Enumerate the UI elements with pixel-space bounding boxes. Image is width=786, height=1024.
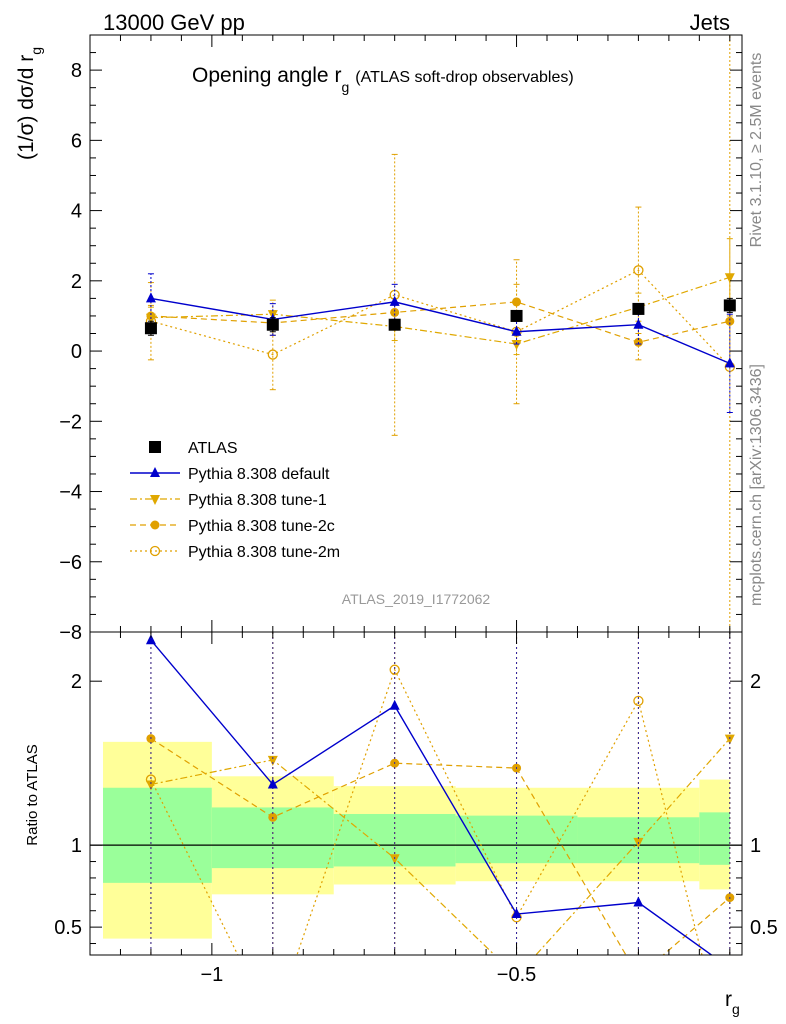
ratio-point-0 [267,778,278,789]
ratio-y-tick-label: 0.5 [54,917,82,939]
rivet-label: Rivet 3.1.10, ≥ 2.5M events [748,53,765,248]
ratio-point-1 [724,734,735,745]
main-y-tick-label: 8 [71,60,82,82]
main-point-0 [266,318,279,331]
ratio-x-tick-label: −0.5 [497,964,536,986]
ratio-data-group [90,632,742,981]
main-point-4 [267,349,278,360]
main-point-1 [389,295,400,306]
main-point-4 [633,265,644,276]
main-point-0 [144,322,157,335]
main-point-3 [512,297,522,307]
header-right: Jets [690,10,730,35]
main-point-3 [725,316,735,326]
ratio-y-tick-label-right: 1 [750,835,761,857]
main-y-tick-label: 6 [71,130,82,152]
mcplots-label: mcplots.cern.ch [arXiv:1306.3436] [748,364,765,606]
main-point-0 [388,318,401,331]
ratio-y-tick-label: 2 [71,671,82,693]
main-point-1 [145,292,156,303]
ratio-point-2 [634,972,643,981]
ratio-point-1 [389,854,400,865]
ratio-point-0 [725,962,735,972]
main-series-line-1 [150,297,731,364]
chart-title-note: (ATLAS soft-drop observables) [355,69,573,86]
ratio-point-0 [633,896,644,907]
x-axis-label-sub: g [732,1001,740,1017]
ratio-series-line-1 [150,738,731,955]
main-point-1 [724,357,735,368]
ratio-frame [89,631,743,956]
legend-label-3: Pythia 8.308 tune-2c [188,518,335,535]
y-axis-label-main: (1/σ) dσ/d r [15,55,38,160]
ratio-point-1 [267,755,278,766]
ratio-point-0 [389,699,400,710]
legend-label-1: Pythia 8.308 default [188,466,330,483]
main-point-2 [724,273,735,284]
ratio-point-0 [145,634,156,645]
main-y-tick-label: 0 [71,341,82,363]
legend-label-4: Pythia 8.308 tune-2m [188,544,340,561]
main-frame [89,34,743,633]
legend-label-2: Pythia 8.308 tune-1 [188,492,327,509]
legend-marker-3 [150,520,160,530]
y-axis-label: (1/σ) dσ/d rg [15,47,44,160]
chart-title: Opening angle rg (ATLAS soft-drop observa… [192,64,574,95]
main-point-0 [723,299,736,312]
ratio-band-inner [699,812,730,865]
main-point-1 [633,318,644,329]
legend: ATLAS Pythia 8.308 default Pythia 8.308 tu… [130,440,340,561]
analysis-label: ATLAS_2019_I1772062 [342,591,491,607]
x-axis-label-main: r [725,988,732,1011]
main-point-1 [511,325,522,336]
main-series-line-3 [150,301,730,343]
legend-marker-2 [150,495,160,505]
main-point-0 [632,302,645,315]
main-series-line-2 [150,276,730,345]
y-axis-label-sub: g [28,47,44,55]
chart-title-sub: g [341,79,349,95]
ratio-y-tick-label: 1 [71,835,82,857]
ratio-x-tick-label: −1 [200,964,223,986]
ratio-point-1 [145,780,156,791]
main-y-tick-label: 4 [71,201,82,223]
ratio-point-3 [389,664,400,675]
ratio-point-0 [511,908,522,919]
main-series-line-4 [150,269,731,368]
legend-marker-4 [149,545,161,557]
ratio-plot: 0.5 0.5 1 1 2 2 −1 −0.5 [54,631,778,986]
ratio-series-line-2 [150,738,731,955]
main-data-group [144,35,736,632]
legend-marker-0 [149,441,161,453]
main-plot: −8 −6 −4 −2 0 2 4 6 8 [59,34,743,644]
main-y-tick-label: −2 [59,411,82,433]
ratio-y-tick-label-right: 2 [750,671,761,693]
legend-label-0: ATLAS [188,440,238,457]
main-y-tick-label: −8 [59,622,82,644]
chart-title-main: Opening angle r [192,64,341,87]
x-axis-label: rg [725,988,740,1017]
ratio-y-axis-label: Ratio to ATLAS [24,744,41,845]
ratio-y-tick-label-right: 0.5 [750,917,778,939]
legend-marker-1 [150,467,160,477]
main-point-0 [510,309,523,322]
main-point-2 [511,340,522,351]
main-y-tick-label: −6 [59,552,82,574]
ratio-series-line-0 [150,639,713,955]
main-y-tick-label: −4 [59,482,82,504]
ratio-point-3 [633,695,644,707]
main-y-tick-label: 2 [71,271,82,293]
ratio-band-inner [103,787,212,883]
header-left: 13000 GeV pp [103,10,245,35]
